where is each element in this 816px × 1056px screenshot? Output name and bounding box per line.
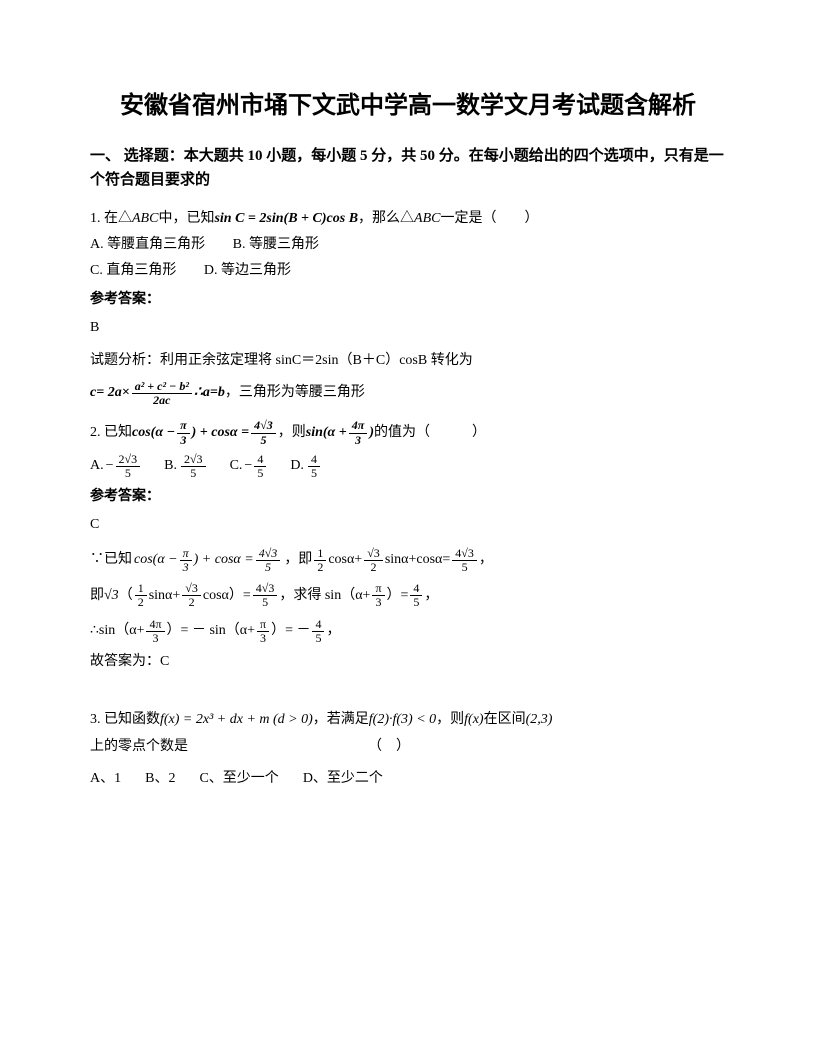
frac: π3 (257, 618, 269, 645)
q1-text: 中，已知 (158, 208, 214, 230)
q3-mid2: ，则 (436, 709, 464, 731)
q2-l2-mid5: ）= (387, 585, 409, 607)
q1-text: 一定是（ ） (440, 208, 538, 230)
q2-optD: D. (290, 455, 304, 477)
q3-formula3: f(x) (464, 709, 483, 731)
q3-formula1: f(x) = 2x³ + dx + m (d > 0) (160, 709, 313, 731)
frac: 4√35 (452, 547, 477, 574)
q1-text: ，那么△ (358, 208, 414, 230)
q1-optC: C. 直角三角形 (90, 260, 176, 282)
q1-formula: sin C = 2sin(B + C)cos B (214, 208, 358, 230)
answer-label: 参考答案： (90, 289, 726, 311)
frac: 4π3 (146, 618, 164, 645)
q2-optB-val: 2√35 (179, 453, 208, 480)
q3-optD: D、至少二个 (303, 768, 383, 790)
q2-l1-suf: cosα+ (328, 549, 362, 571)
q2-optC: C. (230, 455, 243, 477)
q3-optA: A、1 (90, 768, 121, 790)
q1-abc: ABC (132, 208, 158, 230)
q2-l2-mid2: sinα+ (149, 585, 181, 607)
q2-l1-suf2: sinα+cosα= (385, 549, 450, 571)
q3-mid1: ，若满足 (313, 709, 369, 731)
question-3: 3. 已知函数 f(x) = 2x³ + dx + m (d > 0) ，若满足… (90, 709, 726, 790)
q2-optA-val: −2√35 (106, 453, 143, 480)
q2-l3-end: ， (326, 620, 340, 642)
frac: 12 (135, 582, 147, 609)
q2-l2-pre: 即 (90, 585, 104, 607)
answer-label: 参考答案： (90, 486, 726, 508)
q2-l3-mid: ）= － sin（α+ (167, 620, 255, 642)
q3-formula2: f(2)·f(3) < 0 (369, 709, 436, 731)
q1-optA: A. 等腰直角三角形 (90, 234, 205, 256)
q2-optC-val: −45 (244, 453, 268, 480)
q3-suffix: 上的零点个数是 (90, 736, 188, 758)
q2-l3-mid2: ）= － (271, 620, 310, 642)
q2-formula1: cos(α − π3) + cosα = 4√35 (132, 419, 278, 446)
frac: 45 (410, 582, 422, 609)
q1-abc2: ABC (414, 208, 440, 230)
document-title: 安徽省宿州市埇下文武中学高一数学文月考试题含解析 (90, 90, 726, 124)
q1-formula2: c = 2a × a² + c² − b²2ac ∴ a = b (90, 380, 225, 407)
frac: π3 (372, 582, 384, 609)
q3-optC: C、至少一个 (199, 768, 278, 790)
question-2: 2. 已知 cos(α − π3) + cosα = 4√35 ，则 sin(α… (90, 419, 726, 673)
q2-formula2: sin(α + 4π3) (306, 419, 374, 446)
q2-optA: A. (90, 455, 104, 477)
q3-prefix: 3. 已知函数 (90, 709, 160, 731)
q2-suffix: 的值为（ ） (374, 422, 486, 444)
q3-formula4: (2,3) (526, 709, 553, 731)
q2-optB: B. (164, 455, 177, 477)
q2-l1-mid: ，即 (284, 549, 312, 571)
q2-l3-pre: ∴sin（α+ (90, 620, 144, 642)
question-1: 1. 在△ ABC 中，已知 sin C = 2sin(B + C)cos B … (90, 208, 726, 408)
q1-optB: B. 等腰三角形 (233, 234, 319, 256)
q2-l2-end: ， (424, 585, 438, 607)
frac: 45 (312, 618, 324, 645)
frac: √32 (364, 547, 383, 574)
q1-analysis-suffix: ，三角形为等腰三角形 (225, 382, 365, 404)
q1-optD: D. 等边三角形 (204, 260, 291, 282)
q1-text: 1. 在△ (90, 208, 132, 230)
q3-paren: （ ） (368, 736, 410, 758)
q2-answer: C (90, 514, 726, 536)
section-header: 一、 选择题：本大题共 10 小题，每小题 5 分，共 50 分。在每小题给出的… (90, 144, 726, 192)
q1-answer: B (90, 317, 726, 339)
q2-l2-mid4: ，求得 sin（α+ (279, 585, 370, 607)
q2-l2-mid3: cosα）= (203, 585, 251, 607)
frac: √32 (182, 582, 201, 609)
frac: 4√35 (253, 582, 278, 609)
q2-l2-mid: （ (119, 585, 133, 607)
q3-optB: B、2 (145, 768, 175, 790)
q1-analysis: 试题分析：利用正余弦定理将 sinC＝2sin（B＋C）cosB 转化为 (90, 350, 726, 372)
sqrt3: √3 (104, 585, 119, 607)
frac: 12 (314, 547, 326, 574)
q2-mid: ，则 (278, 422, 306, 444)
q2-optD-val: 45 (306, 453, 322, 480)
q2-prefix: 2. 已知 (90, 422, 132, 444)
q3-mid3: 在区间 (484, 709, 526, 731)
q2-l1-f: cos(α − π3) + cosα = 4√35 (134, 547, 282, 574)
q2-l1-end: ， (479, 549, 493, 571)
q2-l1-pre: ∵已知 (90, 549, 132, 571)
q2-l4: 故答案为：C (90, 651, 726, 673)
